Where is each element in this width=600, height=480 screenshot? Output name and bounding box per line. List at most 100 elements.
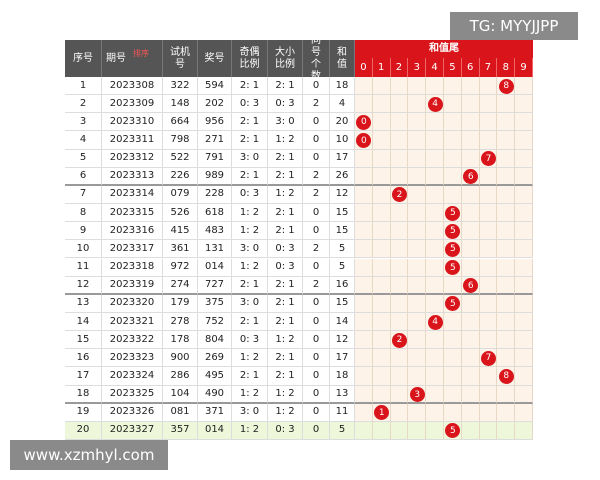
tail-cell <box>444 95 462 114</box>
tail-cell <box>515 240 533 259</box>
tail-cell <box>479 294 498 313</box>
cell: 522 <box>163 149 198 168</box>
tail-cell <box>390 149 409 168</box>
cell: 2: 1 <box>232 131 268 150</box>
cell: 900 <box>163 349 198 368</box>
tail-cell <box>355 367 373 386</box>
tail-cell <box>497 95 516 114</box>
tail-cell <box>461 385 480 404</box>
tail-cell <box>355 95 373 114</box>
tail-ball: 8 <box>498 78 514 94</box>
tail-cell <box>479 167 498 186</box>
cell: 0: 3 <box>232 331 268 350</box>
tail-cell <box>390 385 409 404</box>
digit-header: 6 <box>461 58 480 77</box>
tail-cell <box>372 294 391 313</box>
tail-cell <box>408 167 427 186</box>
tail-cell <box>479 204 498 223</box>
cell: 5 <box>330 421 355 440</box>
tail-cell <box>444 403 462 422</box>
column-header: 奖号 <box>198 40 232 77</box>
cell: 17 <box>330 349 355 368</box>
tail-cell <box>515 95 533 114</box>
cell: 19 <box>65 403 102 422</box>
cell: 0 <box>303 204 330 223</box>
tail-cell <box>461 294 480 313</box>
tail-cell <box>355 349 373 368</box>
cell: 0: 3 <box>268 240 303 259</box>
tail-cell <box>372 167 391 186</box>
tail-cell <box>408 258 427 277</box>
tail-cell <box>372 276 391 295</box>
tail-cell <box>479 276 498 295</box>
cell: 1: 2 <box>268 131 303 150</box>
tail-cell <box>426 349 444 368</box>
tail-cell <box>461 421 480 440</box>
tail-cell: 4 <box>426 95 444 114</box>
tail-cell <box>479 185 498 205</box>
tail-cell <box>479 131 498 150</box>
cell: 4 <box>65 131 102 150</box>
column-header: 期号 排序 <box>102 40 163 77</box>
tail-ball: 7 <box>480 350 496 366</box>
cell: 16 <box>65 349 102 368</box>
cell: 081 <box>163 403 198 422</box>
cell: 0 <box>303 113 330 132</box>
tail-cell <box>355 403 373 422</box>
tail-ball: 2 <box>391 187 407 203</box>
tail-cell <box>372 95 391 114</box>
tail-cell <box>444 167 462 186</box>
cell: 2: 1 <box>268 222 303 241</box>
cell: 13 <box>65 294 102 313</box>
cell: 618 <box>198 204 232 223</box>
tail-cell: 5 <box>444 240 462 259</box>
column-header: 同号个数 <box>303 35 330 82</box>
tail-cell <box>355 385 373 404</box>
tail-cell <box>515 403 533 422</box>
tail-cell <box>497 331 516 350</box>
tail-cell <box>426 204 444 223</box>
tail-cell: 8 <box>497 367 516 386</box>
cell: 2 <box>303 185 330 205</box>
cell: 2023312 <box>102 149 163 168</box>
tail-ball: 1 <box>374 405 390 421</box>
tail-cell <box>479 385 498 404</box>
tail-cell <box>515 312 533 332</box>
cell: 972 <box>163 258 198 277</box>
tail-cell <box>444 131 462 150</box>
tail-cell <box>372 113 391 132</box>
tail-cell <box>355 167 373 186</box>
tail-cell <box>515 167 533 186</box>
tail-cell <box>390 167 409 186</box>
tail-cell <box>444 349 462 368</box>
tail-cell <box>497 276 516 295</box>
cell: 2023315 <box>102 204 163 223</box>
tail-cell: 1 <box>372 403 391 422</box>
digit-header: 0 <box>355 58 373 77</box>
tail-cell <box>426 331 444 350</box>
cell: 956 <box>198 113 232 132</box>
tail-cell <box>461 131 480 150</box>
digit-header: 9 <box>515 58 533 77</box>
cell: 9 <box>65 222 102 241</box>
cell: 15 <box>330 204 355 223</box>
cell: 11 <box>330 403 355 422</box>
tail-ball: 2 <box>391 332 407 348</box>
tail-cell <box>444 312 462 332</box>
tail-ball: 5 <box>445 260 461 276</box>
cell: 415 <box>163 222 198 241</box>
cell: 269 <box>198 349 232 368</box>
tail-cell <box>497 258 516 277</box>
cell: 2 <box>303 95 330 114</box>
tail-cell <box>461 149 480 168</box>
tail-cell: 4 <box>426 312 444 332</box>
cell: 0: 3 <box>268 258 303 277</box>
tail-cell <box>355 421 373 440</box>
tail-cell <box>390 421 409 440</box>
tail-cell: 0 <box>355 131 373 150</box>
tail-ball: 6 <box>463 169 479 185</box>
tail-cell <box>390 367 409 386</box>
tail-cell <box>372 77 391 96</box>
cell: 0: 3 <box>232 95 268 114</box>
cell: 0 <box>303 385 330 404</box>
